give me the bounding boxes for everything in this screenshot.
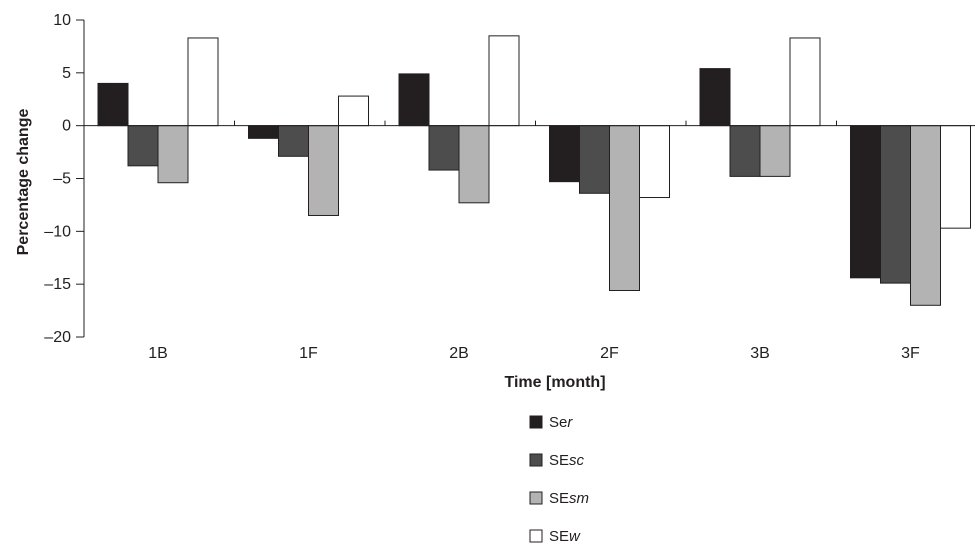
y-tick-label: 0 (62, 118, 71, 135)
bar-Ser-2F (549, 125, 580, 183)
x-tick-label: 3F (901, 345, 920, 362)
bar-SEw-1F (338, 95, 369, 127)
plot-area (97, 35, 971, 306)
bar-SEsm-3F (910, 125, 941, 306)
bar-SEsm-2F (609, 125, 640, 292)
legend: Ser SEsc SEsm SEw (529, 414, 589, 545)
bar-SEsm-3B (759, 125, 791, 177)
bar-SEsc-2F (579, 125, 610, 194)
y-tick-label: –10 (44, 223, 71, 240)
bar-SEsc-1F (278, 125, 309, 157)
legend-label-SEsc: SEsc (549, 452, 585, 469)
legend-label-SEw: SEw (549, 528, 581, 545)
legend-swatch-Ser (529, 415, 543, 429)
bar-SEw-1B (187, 37, 219, 127)
bar-SEsc-3B (729, 125, 761, 177)
y-tick-label: –20 (44, 329, 71, 346)
x-tick-label: 3B (750, 345, 770, 362)
legend-label-Ser: Ser (549, 414, 573, 431)
legend-swatch-SEw (529, 529, 543, 543)
bar-Ser-1F (248, 125, 279, 139)
bar-SEsm-1B (157, 125, 189, 184)
x-tick-label: 2F (600, 345, 619, 362)
bar-Ser-2B (398, 73, 430, 127)
y-tick-label: 5 (62, 65, 71, 82)
bar-Ser-1B (97, 82, 129, 127)
bar-SEsc-3F (880, 125, 911, 284)
bar-SEsc-2B (428, 125, 460, 171)
bar-SEw-2B (488, 35, 520, 127)
bar-SEw-3B (789, 37, 821, 127)
x-tick-label: 1F (299, 345, 318, 362)
y-tick-label: –15 (44, 276, 71, 293)
x-axis: 1B 1F 2B 2F 3B 3F (84, 120, 975, 362)
x-tick-label: 1B (148, 345, 168, 362)
y-tick-label: –5 (53, 171, 71, 188)
bar-SEw-2F (639, 125, 670, 199)
bar-SEsm-2B (458, 125, 490, 204)
bar-SEw-3F (940, 125, 971, 229)
y-tick-label: 10 (53, 12, 71, 29)
bar-SEsm-1F (308, 125, 339, 216)
legend-swatch-SEsm (529, 491, 543, 505)
bar-SEsc-1B (127, 125, 159, 167)
legend-swatch-SEsc (529, 453, 543, 467)
y-axis-title: Percentage change (15, 109, 32, 256)
x-axis-title: Time [month] (504, 374, 605, 391)
bar-Ser-3B (699, 68, 731, 127)
x-tick-label: 2B (449, 345, 469, 362)
y-axis: 10 5 0 –5 –10 –15 –20 (44, 12, 85, 346)
bar-Ser-3F (850, 125, 881, 279)
legend-label-SEsm: SEsm (549, 490, 589, 507)
